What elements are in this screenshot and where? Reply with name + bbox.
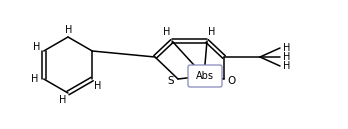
Text: H: H (94, 81, 101, 91)
Text: H: H (33, 42, 40, 52)
Text: O: O (227, 76, 235, 86)
Text: H: H (65, 25, 73, 35)
Text: H: H (283, 43, 291, 53)
Text: H: H (283, 61, 291, 71)
Text: H: H (31, 74, 38, 84)
Text: H: H (208, 27, 216, 37)
Text: H: H (283, 52, 291, 62)
Text: H: H (163, 27, 171, 37)
Text: Abs: Abs (196, 71, 214, 81)
FancyBboxPatch shape (188, 65, 222, 87)
Text: S: S (168, 76, 174, 86)
Text: H: H (59, 95, 67, 105)
